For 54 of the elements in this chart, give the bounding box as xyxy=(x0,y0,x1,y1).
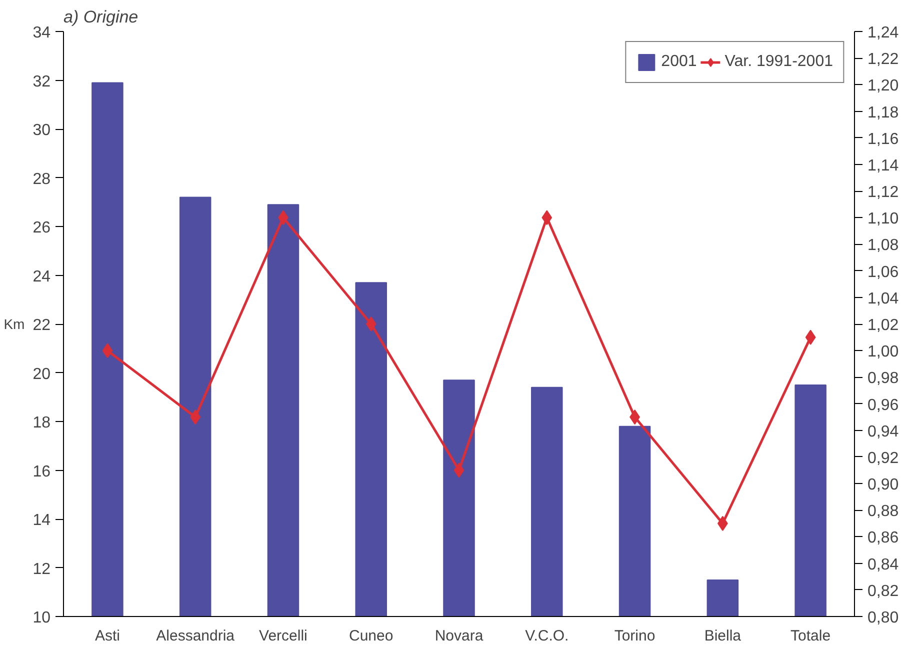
y2-tick-label: 0,90 xyxy=(868,476,899,494)
point xyxy=(542,210,552,226)
y2-tick-label: 1,14 xyxy=(868,157,899,174)
y-tick-label: 18 xyxy=(32,414,51,432)
y-axis-title: Km xyxy=(4,316,25,332)
chart-title: a) Origine xyxy=(64,8,138,26)
y2-tick-label: 0,98 xyxy=(868,370,899,388)
x-tick-label: Cuneo xyxy=(349,628,394,644)
y2-tick-label: 1,04 xyxy=(868,290,899,308)
y-tick-label: 22 xyxy=(32,317,51,334)
y-tick-label: 14 xyxy=(32,512,51,529)
x-tick-label: Asti xyxy=(94,628,120,644)
y2-tick-label: 1,24 xyxy=(868,24,899,42)
y2-tick-label: 1,16 xyxy=(868,130,899,148)
y2-tick-label: 0,88 xyxy=(868,503,899,520)
y-tick-label: 30 xyxy=(32,122,51,139)
y2-tick-label: 1,12 xyxy=(868,184,899,202)
point xyxy=(805,330,816,345)
y2-tick-label: 0,86 xyxy=(868,530,899,547)
y2-tick-label: 1,10 xyxy=(868,210,899,228)
x-tick-label: Novara xyxy=(434,628,484,644)
x-tick-label: Totale xyxy=(790,628,831,644)
y2-tick-label: 1,02 xyxy=(868,317,899,334)
y-tick-label: 10 xyxy=(32,610,51,626)
x-tick-label: Biella xyxy=(704,628,742,644)
y2-tick-label: 0,82 xyxy=(868,582,899,600)
y2-tick-label: 0,96 xyxy=(868,396,899,414)
y2-tick-label: 1,18 xyxy=(868,104,899,122)
point xyxy=(454,462,464,478)
y2-tick-label: 0,84 xyxy=(868,556,899,574)
point xyxy=(102,343,113,358)
y-tick-label: 28 xyxy=(32,170,51,188)
y2-tick-label: 1,00 xyxy=(868,344,899,361)
y2-tick-label: 1,06 xyxy=(868,264,899,281)
y2-tick-label: 0,80 xyxy=(868,610,899,626)
y-tick-label: 20 xyxy=(32,366,51,383)
x-tick-label: Torino xyxy=(614,628,656,644)
x-tick-label: V.C.O. xyxy=(525,628,569,644)
x-tick-label: Vercelli xyxy=(259,628,308,644)
point xyxy=(366,316,376,332)
legend-label: 2001 xyxy=(661,53,697,71)
y-tick-label: 16 xyxy=(32,463,51,480)
y-tick-label: 24 xyxy=(32,268,51,286)
y-tick-label: 32 xyxy=(32,73,51,90)
y2-tick-label: 1,22 xyxy=(868,51,899,68)
y2-tick-label: 1,08 xyxy=(868,237,899,254)
y-tick-label: 34 xyxy=(32,24,51,42)
y2-tick-label: 1,20 xyxy=(868,78,899,95)
y-tick-label: 26 xyxy=(32,220,51,236)
y2-tick-label: 0,94 xyxy=(868,423,899,440)
y-tick-label: 12 xyxy=(32,560,51,578)
x-tick-label: Alessandria xyxy=(156,628,236,644)
y2-tick-label: 0,92 xyxy=(868,450,899,467)
legend-label: Var. 1991-2001 xyxy=(724,53,833,71)
